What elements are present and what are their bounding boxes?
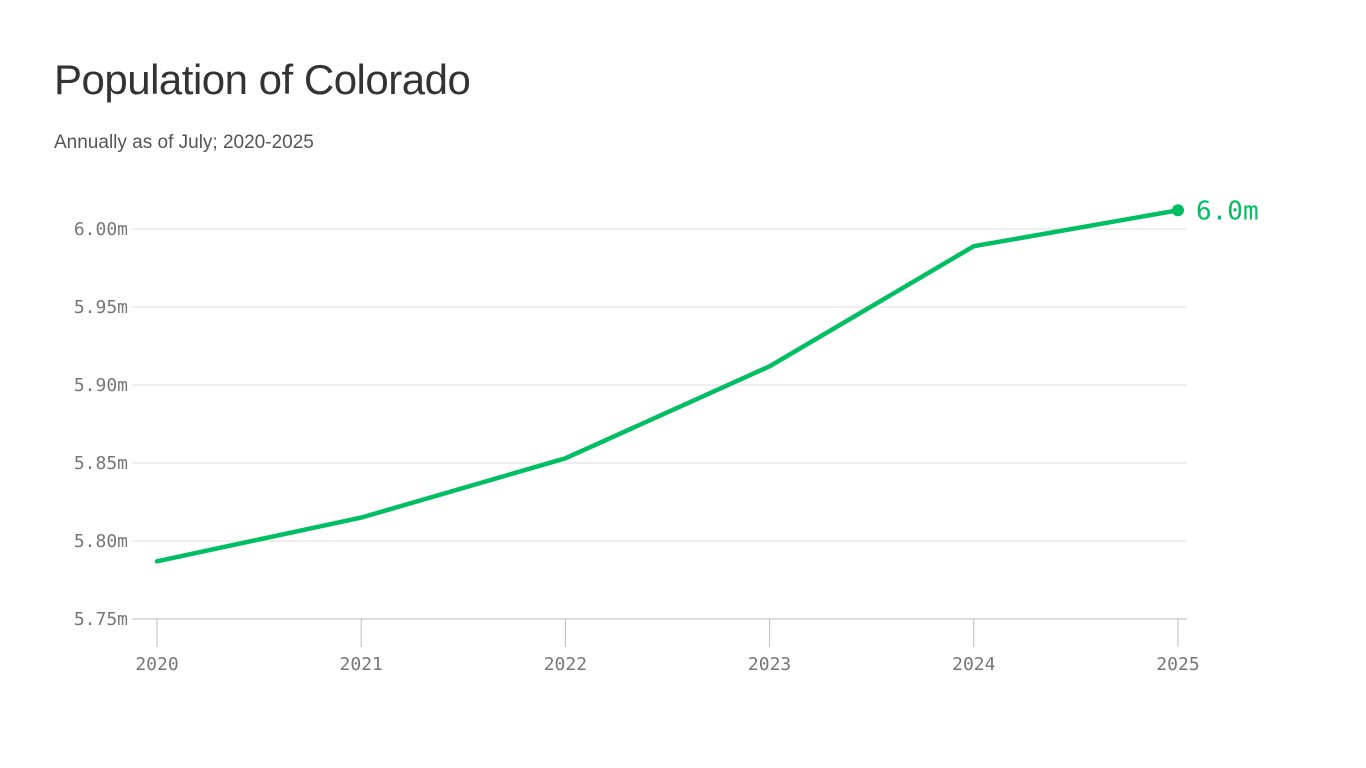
chart-title: Population of Colorado xyxy=(54,56,471,103)
end-value-label: 6.0m xyxy=(1196,196,1259,226)
y-tick-label: 5.90m xyxy=(74,375,128,396)
x-tick-label: 2025 xyxy=(1156,654,1199,675)
x-tick-label: 2022 xyxy=(544,654,587,675)
chart-subtitle: Annually as of July; 2020-2025 xyxy=(54,132,314,153)
y-tick-label: 5.80m xyxy=(74,531,128,552)
y-tick-label: 6.00m xyxy=(74,219,128,240)
y-tick-label: 5.75m xyxy=(74,609,128,630)
gridlines xyxy=(132,228,1187,620)
x-tick-label: 2021 xyxy=(340,654,383,675)
series-layer: 6.0m xyxy=(154,196,1259,564)
x-tick-label: 2020 xyxy=(135,654,178,675)
y-axis: 5.75m 5.80m 5.85m 5.90m 5.95m 6.00m xyxy=(74,219,128,630)
end-point xyxy=(1172,204,1184,217)
x-axis: 2020 2021 2022 2023 2024 2025 xyxy=(135,619,1200,675)
series-line xyxy=(154,208,1181,564)
y-tick-label: 5.85m xyxy=(74,453,128,474)
x-tick-label: 2024 xyxy=(952,654,995,675)
x-tick-label: 2023 xyxy=(748,654,791,675)
y-tick-label: 5.95m xyxy=(74,297,128,318)
